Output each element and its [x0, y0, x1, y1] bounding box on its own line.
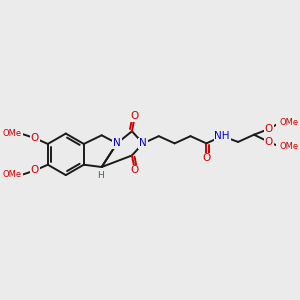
Text: OMe: OMe [3, 129, 22, 138]
Text: OMe: OMe [280, 118, 299, 127]
Text: OMe: OMe [3, 170, 22, 179]
Text: O: O [202, 153, 211, 164]
Text: N: N [139, 138, 147, 148]
Text: O: O [31, 166, 39, 176]
Text: OMe: OMe [280, 142, 299, 151]
Text: H: H [97, 171, 104, 180]
Text: O: O [31, 133, 39, 143]
Text: O: O [265, 137, 273, 147]
Text: O: O [131, 166, 139, 176]
Text: NH: NH [214, 131, 230, 141]
Text: O: O [131, 111, 139, 121]
Text: O: O [265, 124, 273, 134]
Text: N: N [113, 138, 121, 148]
